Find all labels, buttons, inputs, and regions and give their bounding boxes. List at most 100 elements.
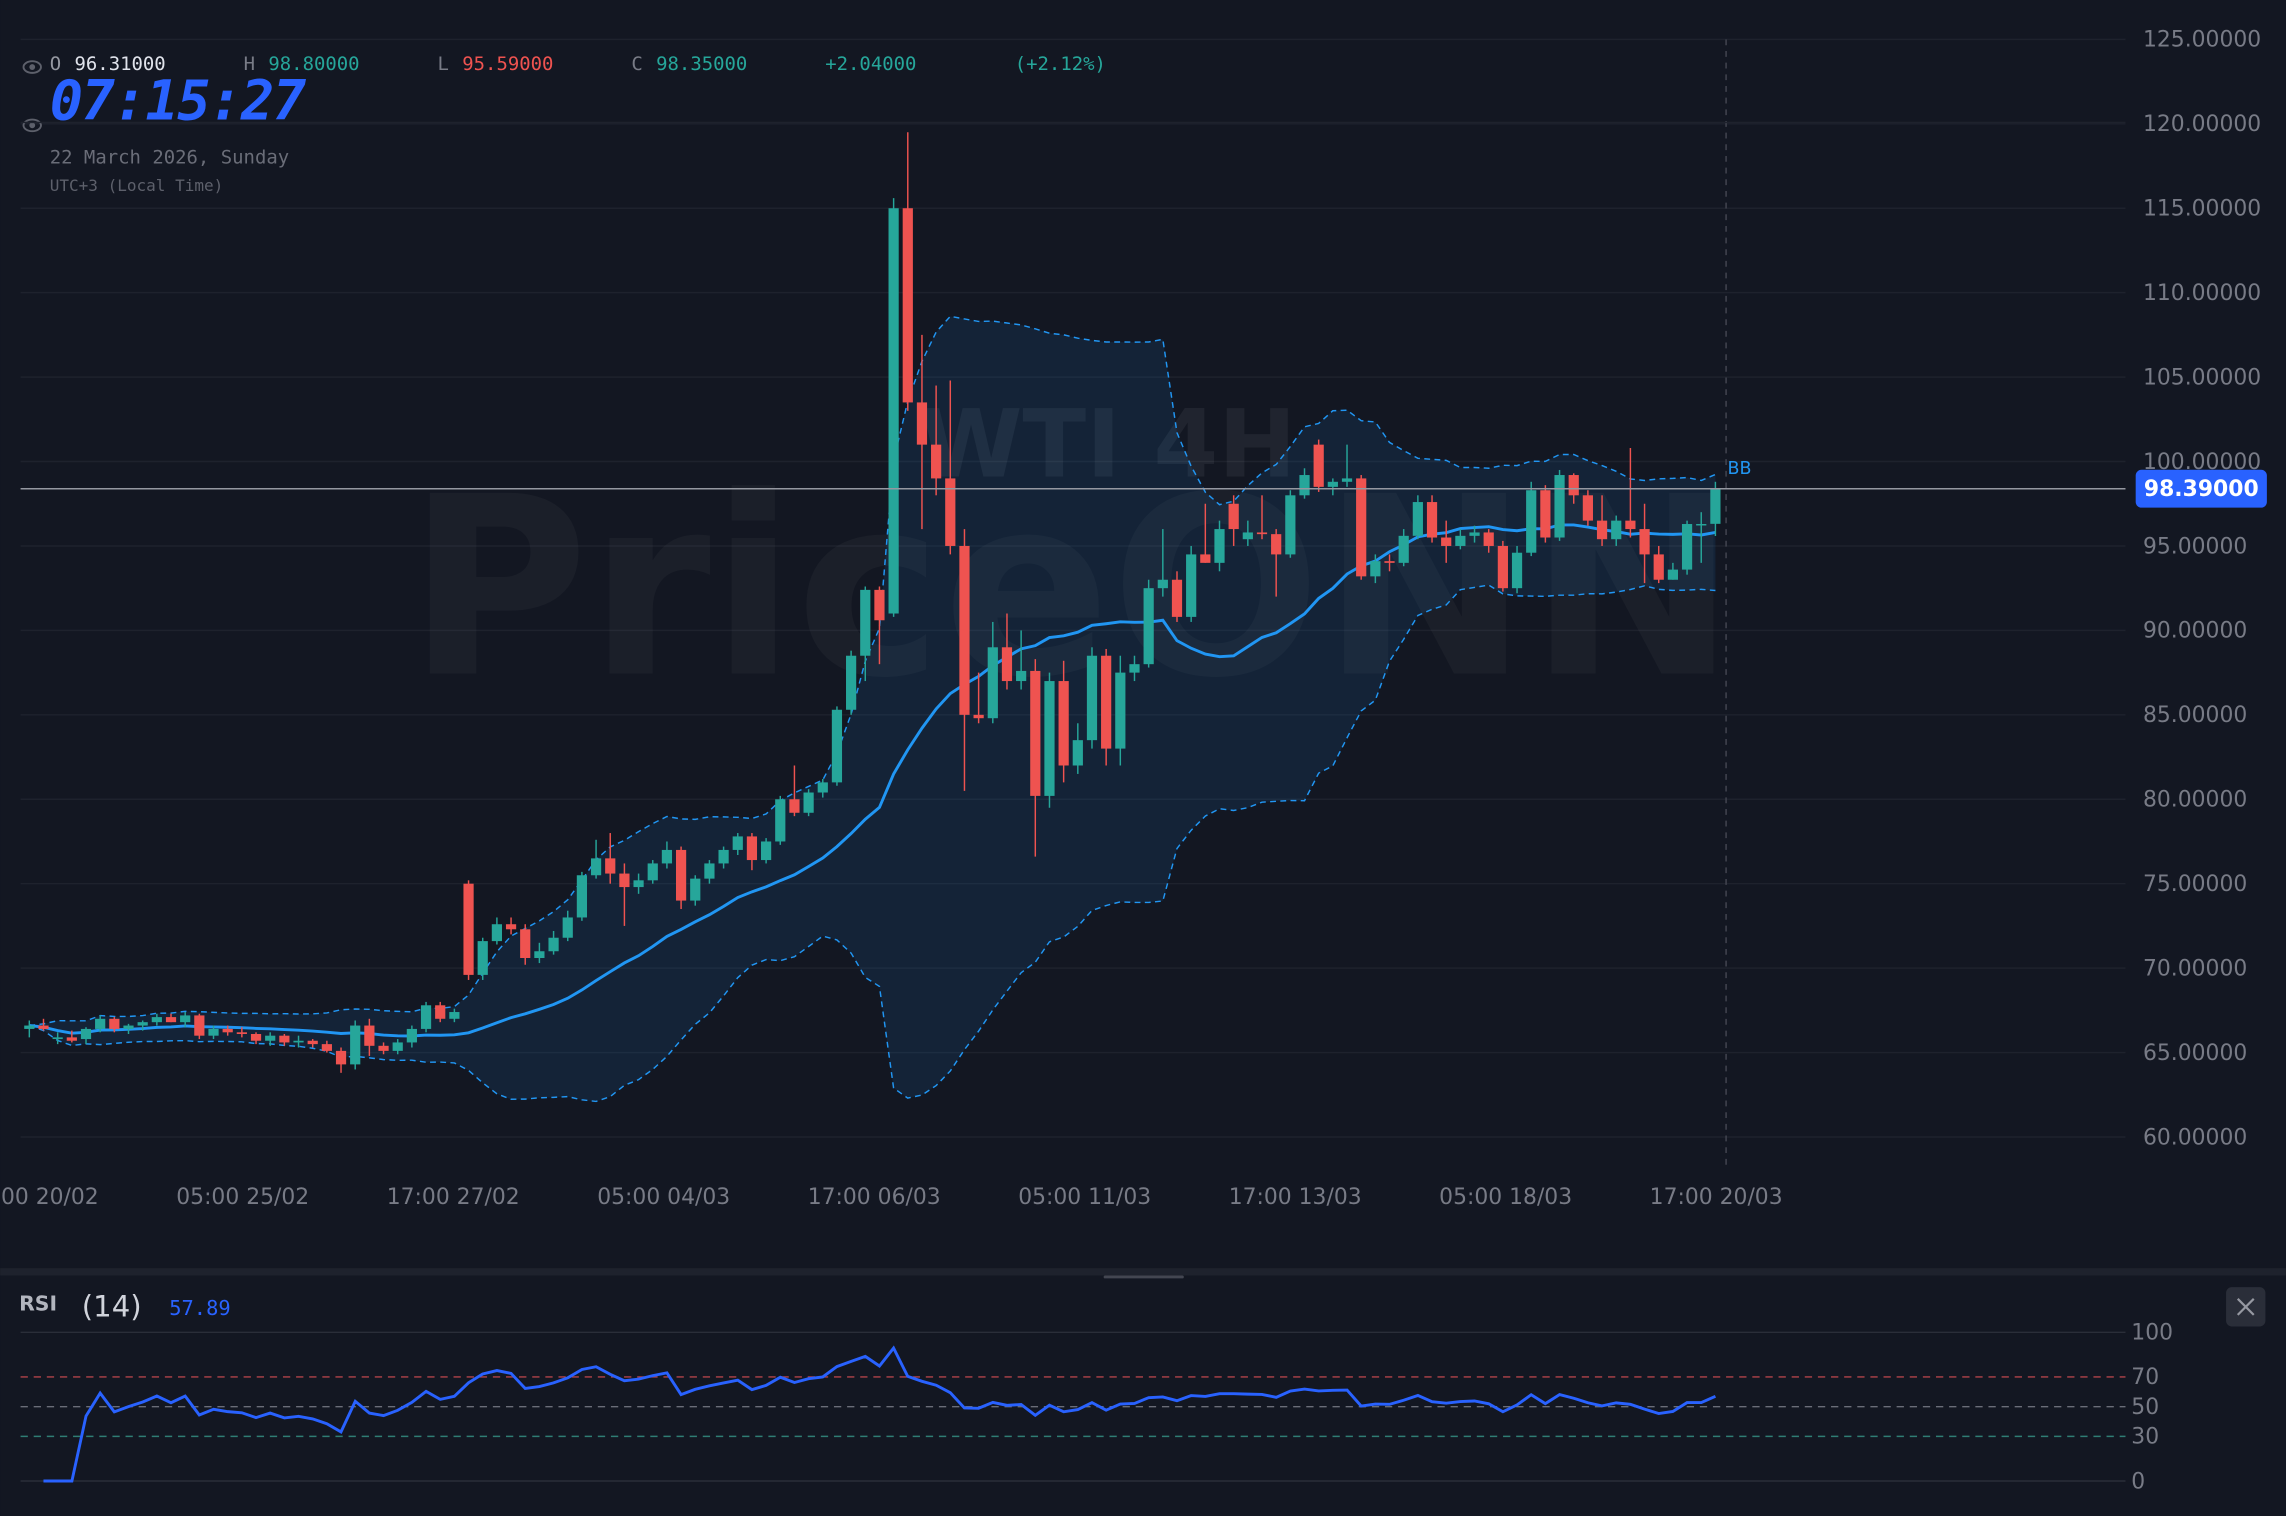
- candle-body: [916, 402, 928, 445]
- candle: [1242, 520, 1253, 546]
- candle-body: [165, 1017, 177, 1023]
- price-tick-label: 85.00000: [2143, 703, 2247, 728]
- candle: [80, 1027, 92, 1045]
- eye-icon[interactable]: [22, 60, 42, 74]
- candle-body: [690, 878, 701, 901]
- candle-body: [95, 1018, 106, 1029]
- candle: [1398, 529, 1409, 567]
- candle-body: [1356, 478, 1367, 577]
- candle-body: [38, 1025, 49, 1029]
- candle: [633, 873, 644, 894]
- low-value: 95.59000: [462, 53, 553, 75]
- rsi-tick-label: 100: [2131, 1321, 2173, 1346]
- candle-body: [1540, 490, 1551, 538]
- candle-body: [1214, 529, 1225, 563]
- candle: [350, 1020, 361, 1070]
- pane-separator[interactable]: [0, 1268, 2286, 1276]
- candle: [165, 1013, 177, 1023]
- candle-body: [1455, 535, 1466, 546]
- candle-body: [1313, 444, 1324, 487]
- price-tick-label: 65.00000: [2143, 1041, 2247, 1066]
- candle-body: [1469, 532, 1480, 536]
- candles: [24, 132, 1721, 1073]
- candle-body: [477, 941, 488, 975]
- candle-body: [1171, 579, 1183, 617]
- candle: [1667, 562, 1679, 580]
- candle: [1356, 475, 1367, 580]
- candle-body: [803, 792, 814, 813]
- candle: [1441, 520, 1452, 563]
- candle-body: [520, 929, 531, 958]
- pane-resize-handle[interactable]: [1103, 1275, 1184, 1279]
- candle: [38, 1018, 49, 1031]
- candle-body: [505, 924, 517, 930]
- candle: [1058, 660, 1069, 783]
- candle: [987, 621, 998, 724]
- candle-body: [846, 655, 857, 710]
- candle-body: [817, 782, 828, 793]
- candle: [505, 917, 517, 935]
- candle-body: [661, 849, 673, 864]
- candle: [321, 1040, 332, 1053]
- candle: [520, 924, 531, 965]
- watermark: WTI 4H PriceONN: [920, 391, 1297, 500]
- close-rsi-button[interactable]: [2226, 1287, 2266, 1327]
- candle: [945, 380, 956, 555]
- candle: [1299, 468, 1310, 499]
- time-tick-label: 05:00 25/02: [176, 1185, 309, 1210]
- watermark-symbol: WTI 4H: [920, 391, 1297, 500]
- candle: [1129, 655, 1140, 682]
- candle: [1710, 481, 1721, 536]
- clock-timezone: UTC+3 (Local Time): [50, 176, 224, 195]
- candle: [1370, 554, 1381, 584]
- candle: [406, 1025, 417, 1048]
- price-tick-label: 90.00000: [2143, 619, 2247, 644]
- candle: [1171, 571, 1183, 622]
- candle: [562, 910, 573, 942]
- eye-icon[interactable]: [22, 118, 42, 133]
- rsi-tick-label: 50: [2131, 1395, 2159, 1420]
- candle: [775, 795, 786, 845]
- price-axis[interactable]: 125.00000 120.00000 115.00000 110.00000 105.…: [2143, 28, 2261, 1151]
- candle-body: [1582, 495, 1593, 521]
- candle: [1186, 545, 1197, 622]
- candle: [1611, 515, 1622, 546]
- candle-body: [945, 478, 956, 546]
- candle-body: [1058, 681, 1069, 766]
- candle: [335, 1047, 347, 1073]
- candle-body: [1497, 545, 1508, 589]
- bb-upper-line: [29, 315, 1716, 1027]
- time-axis[interactable]: 05:00 20/02 05:00 25/02 17:00 27/02 05:00 0…: [0, 1185, 1783, 1210]
- candle-body: [1044, 681, 1055, 796]
- candle: [690, 875, 701, 906]
- candle-body: [1072, 740, 1083, 766]
- candle: [378, 1042, 389, 1055]
- candle: [1511, 545, 1523, 594]
- candle: [265, 1032, 276, 1046]
- candle: [1285, 490, 1296, 558]
- candle: [307, 1039, 318, 1048]
- candle: [151, 1013, 162, 1026]
- candle-body: [463, 883, 474, 975]
- time-tick-label: 05:00 20/02: [0, 1185, 99, 1210]
- candle-body: [874, 589, 885, 621]
- candle-body: [562, 917, 573, 938]
- last-price-badge: 98.39000: [2135, 469, 2267, 508]
- candle: [902, 132, 913, 411]
- candle-body: [24, 1025, 35, 1029]
- change-value: +2.04000: [825, 53, 916, 75]
- candle: [222, 1025, 233, 1036]
- candle: [180, 1012, 191, 1028]
- candle: [817, 778, 828, 798]
- candle: [109, 1017, 120, 1033]
- candle-body: [1200, 554, 1211, 563]
- candle: [293, 1035, 304, 1048]
- candle-body: [491, 924, 502, 942]
- candle-body: [279, 1035, 290, 1043]
- candle: [803, 789, 814, 817]
- candle-body: [307, 1040, 318, 1045]
- candle-body: [1554, 475, 1565, 538]
- candle-body: [1667, 569, 1679, 580]
- candle: [1228, 495, 1239, 546]
